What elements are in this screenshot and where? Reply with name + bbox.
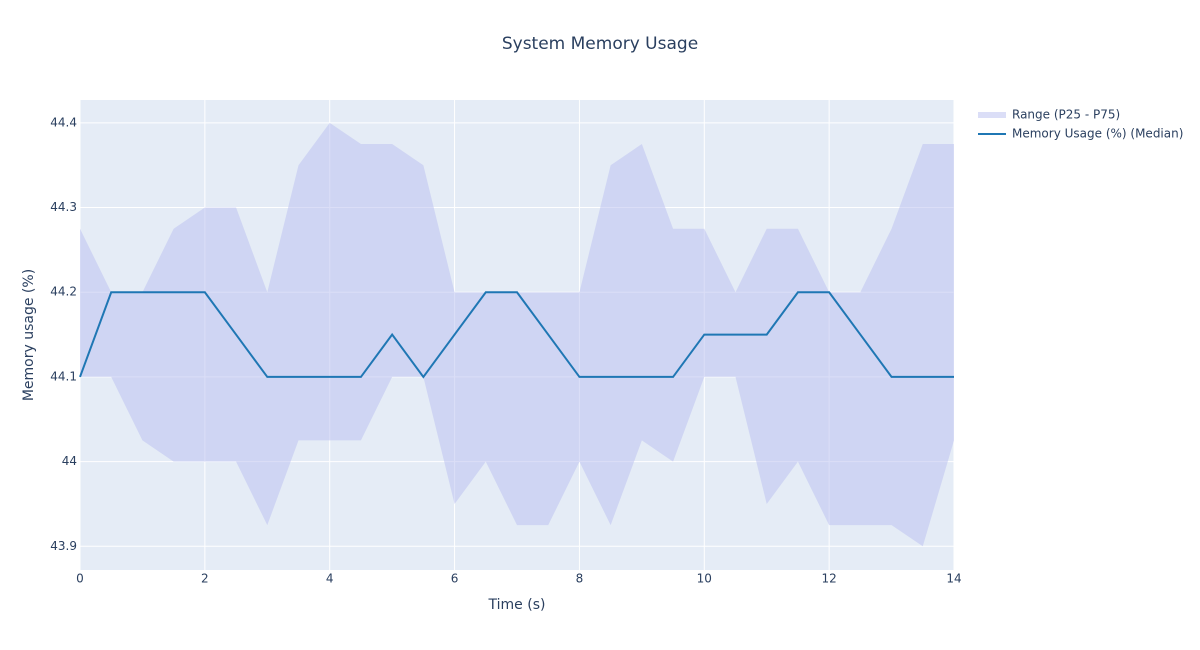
- x-tick-label: 0: [76, 572, 84, 586]
- legend-swatch: [978, 112, 1006, 118]
- chart-title: System Memory Usage: [502, 34, 698, 54]
- x-tick-label: 8: [576, 572, 584, 586]
- x-tick-label: 10: [697, 572, 712, 586]
- y-tick-label: 44: [62, 454, 77, 468]
- x-tick-label: 14: [946, 572, 961, 586]
- x-tick-label: 12: [822, 572, 837, 586]
- x-axis-title: Time (s): [488, 597, 546, 613]
- y-tick-label: 44.4: [50, 115, 77, 129]
- x-tick-label: 4: [326, 572, 334, 586]
- y-tick-label: 43.9: [50, 539, 77, 553]
- y-tick-label: 44.2: [50, 285, 77, 299]
- y-tick-label: 44.3: [50, 200, 77, 214]
- y-axis-title: Memory usage (%): [21, 269, 37, 401]
- x-tick-label: 6: [451, 572, 459, 586]
- legend-label: Range (P25 - P75): [1012, 108, 1120, 122]
- range-band: [80, 122, 954, 547]
- x-tick-label: 2: [201, 572, 209, 586]
- median-line: [79, 291, 954, 379]
- legend-label: Memory Usage (%) (Median): [1012, 127, 1183, 141]
- y-tick-label: 44.1: [50, 369, 77, 383]
